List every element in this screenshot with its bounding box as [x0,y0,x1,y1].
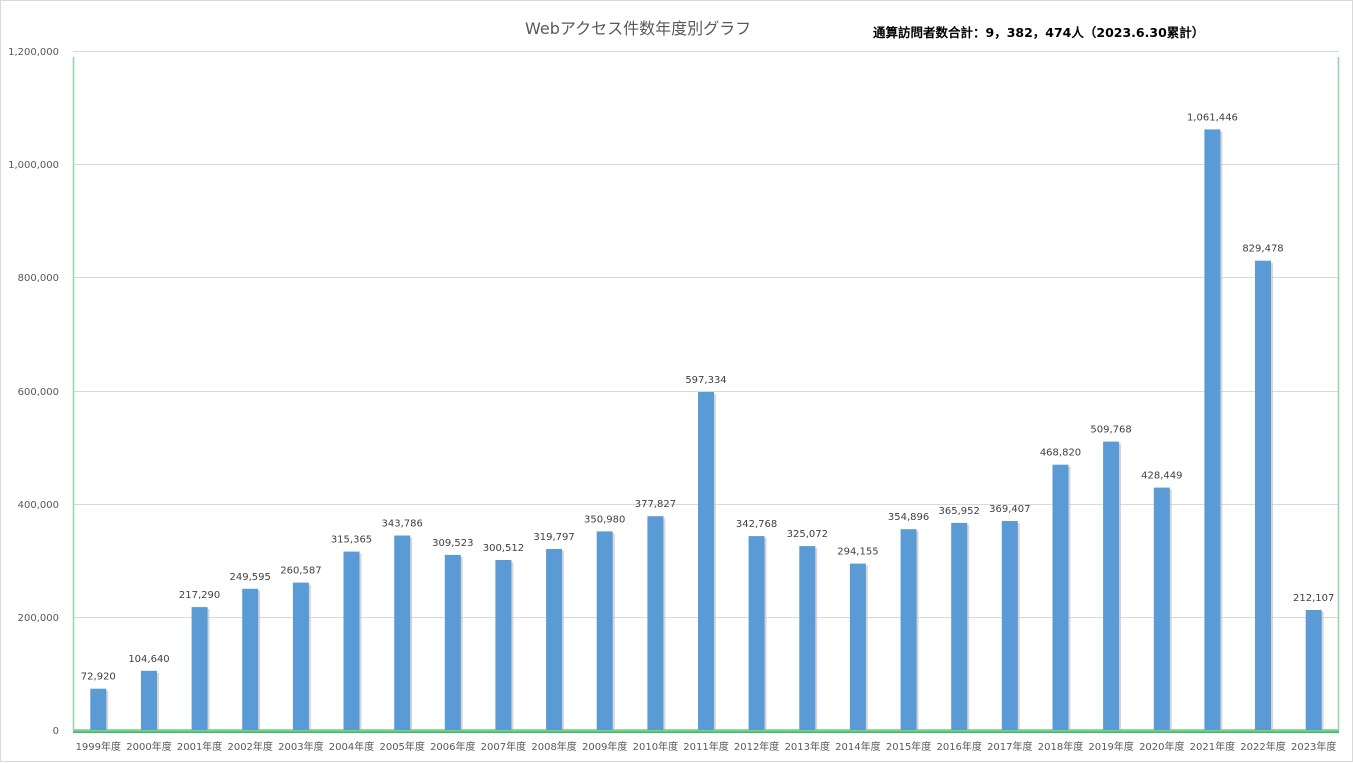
data-label: 212,107 [1293,593,1334,604]
bar-2013 [799,546,816,730]
data-label: 377,827 [635,499,676,510]
bar-2012 [748,536,765,730]
x-tick-label: 2020年度 [1139,740,1184,753]
bar-2020 [1153,487,1170,730]
total-visitors-note: 通算訪問者数合計：9，382，474人（2023.6.30累計） [873,25,1205,40]
x-tick-label: 2022年度 [1240,740,1285,753]
data-label: 104,640 [128,654,169,665]
bar-2000 [141,670,157,730]
x-tick-label: 2011年度 [683,740,728,753]
data-label: 217,290 [179,590,220,601]
data-label: 342,768 [736,519,777,530]
x-tick-label: 2005年度 [379,740,424,753]
bar-2009 [596,531,613,730]
x-tick-label: 2012年度 [734,740,779,753]
bar-2014 [849,563,866,730]
bar-2015 [900,529,917,730]
data-label: 1,061,446 [1187,112,1238,123]
bars [90,129,1324,730]
data-label: 365,952 [939,506,980,517]
data-label: 300,512 [483,543,524,554]
x-tick-label: 2004年度 [329,740,374,753]
x-tick-label: 2002年度 [227,740,272,753]
bar-2004 [343,551,360,730]
x-tick-label: 2008年度 [531,740,576,753]
x-tick-label: 2009年度 [582,740,627,753]
bar-2016 [951,522,968,730]
x-tick-label: 2006年度 [430,740,475,753]
bar-2008 [546,549,563,730]
data-labels: 72,920 104,640 217,290 249,595 260,587 315,36… [81,112,1335,682]
bar-2005 [394,535,411,730]
bar-2003 [292,582,309,730]
data-label: 350,980 [584,514,625,525]
y-tick-label: 600,000 [18,387,59,398]
data-label: 343,786 [382,519,423,530]
data-label: 249,595 [230,572,271,583]
x-tick-label: 2001年度 [177,740,222,753]
x-tick-label: 2007年度 [481,740,526,753]
data-label: 354,896 [888,512,929,523]
x-tick-label: 2023年度 [1291,740,1336,753]
bar-2006 [444,554,461,730]
bar-2019 [1103,441,1120,730]
data-label: 315,365 [331,535,372,546]
y-axis-labels: 0 200,000 400,000 600,000 800,000 1,000,000 1,… [8,47,59,737]
bar-2007 [495,560,512,730]
bar-2022 [1255,260,1271,730]
bar-1999 [90,688,107,730]
x-tick-label: 2003年度 [278,740,323,753]
data-label: 829,478 [1242,244,1283,255]
data-label: 597,334 [685,375,726,386]
bar-2010 [647,516,664,730]
x-tick-label: 2021年度 [1190,740,1235,753]
data-label: 319,797 [533,532,574,543]
data-label: 369,407 [989,504,1030,515]
y-tick-label: 200,000 [18,613,59,624]
x-tick-label: 2015年度 [886,740,931,753]
data-label: 509,768 [1090,425,1131,436]
x-tick-label: 2000年度 [126,740,171,753]
data-label: 72,920 [81,672,116,683]
bar-2021 [1204,129,1221,730]
x-tick-label: 2010年度 [633,740,678,753]
y-tick-label: 1,200,000 [8,47,59,58]
bar-2002 [242,588,259,730]
bar-2017 [1001,521,1018,730]
data-label: 309,523 [432,538,473,549]
x-tick-label: 2019年度 [1088,740,1133,753]
bar-2011 [698,392,714,730]
y-tick-label: 1,000,000 [8,160,59,171]
x-tick-label: 2017年度 [987,740,1032,753]
bar-2018 [1052,464,1069,730]
bar-2001 [191,607,208,730]
data-label: 468,820 [1040,448,1081,459]
x-axis-baseline [73,729,1339,733]
x-tick-label: 2014年度 [835,740,880,753]
x-axis-labels: 1999年度 2000年度 2001年度 2002年度 2003年度 2004年度 2005… [76,740,1337,753]
x-tick-label: 2018年度 [1038,740,1083,753]
y-tick-label: 400,000 [18,500,59,511]
y-tick-label: 800,000 [18,273,59,284]
data-label: 260,587 [280,566,321,577]
data-label: 325,072 [787,529,828,540]
plot-area-border [72,57,1340,733]
bar-2023 [1305,610,1322,730]
data-label: 294,155 [837,547,878,558]
chart-title: Webアクセス件数年度別グラフ [525,19,752,38]
x-tick-label: 2013年度 [785,740,830,753]
data-label: 428,449 [1141,471,1182,482]
x-tick-label: 1999年度 [76,740,121,753]
x-tick-label: 2016年度 [936,740,981,753]
y-tick-label: 0 [53,726,59,737]
